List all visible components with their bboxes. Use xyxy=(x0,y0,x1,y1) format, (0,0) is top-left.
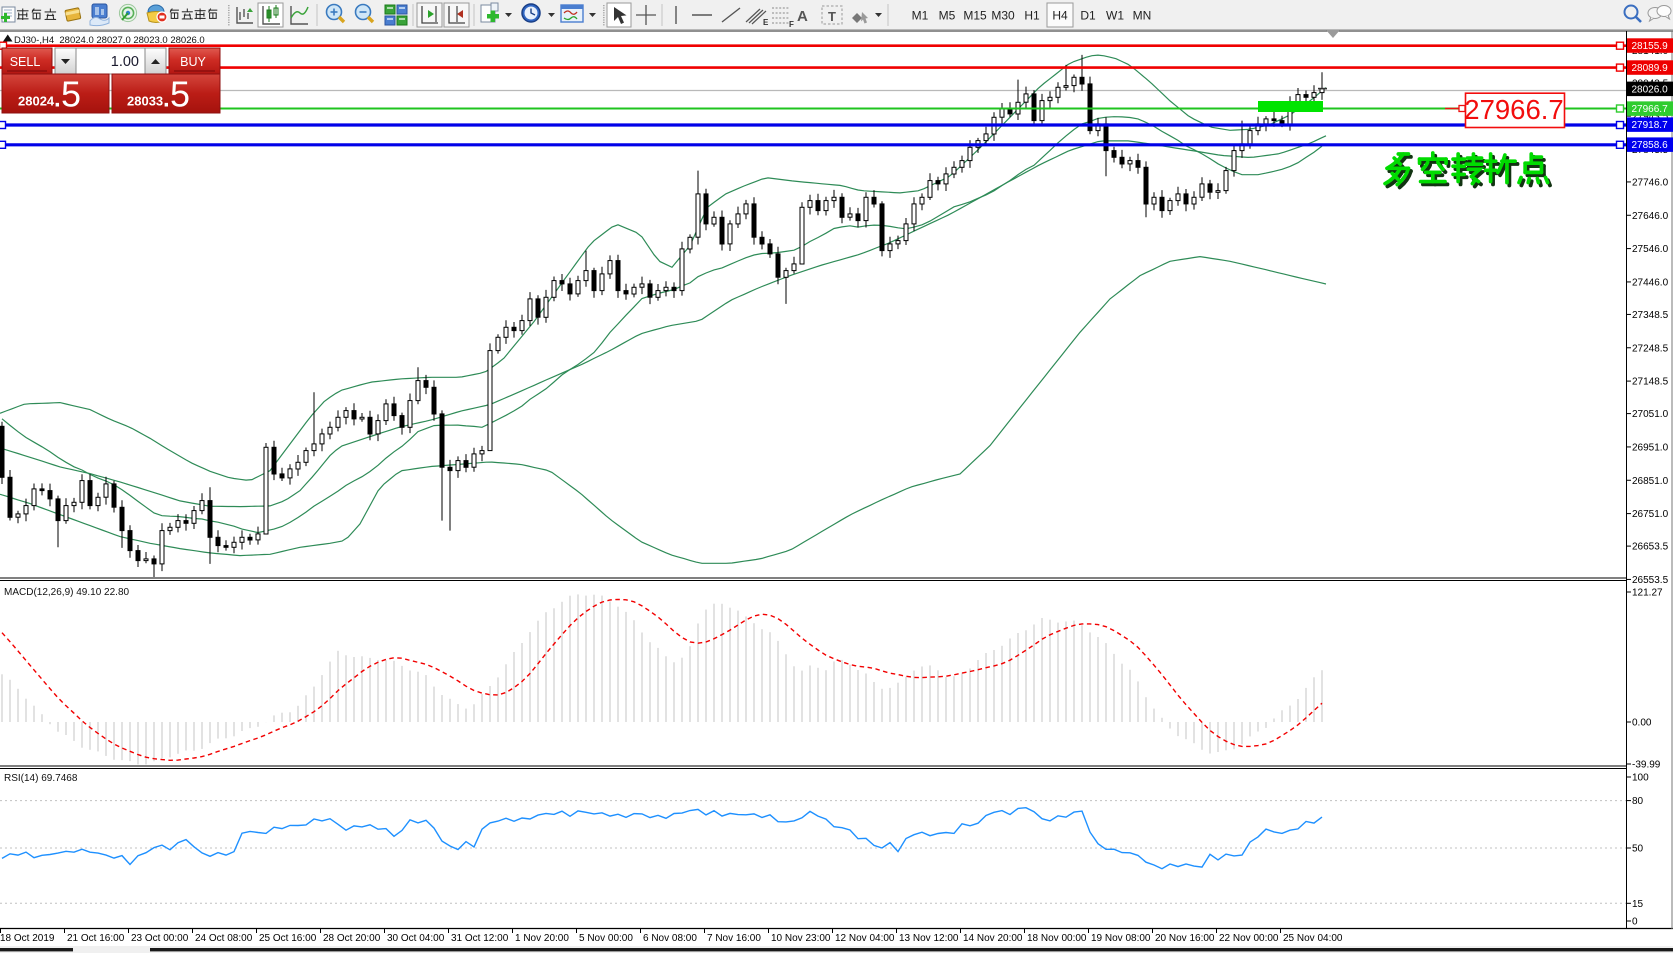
svg-text:DJ30-,H4 28024.0 28027.0 2802: DJ30-,H4 28024.0 28027.0 28023.0 28026.0 xyxy=(14,35,205,46)
svg-text:27348.5: 27348.5 xyxy=(1632,310,1669,321)
svg-text:27646.0: 27646.0 xyxy=(1632,211,1669,222)
svg-text:22 Nov 00:00: 22 Nov 00:00 xyxy=(1219,933,1279,944)
svg-text:80: 80 xyxy=(1632,796,1644,807)
svg-text:H4: H4 xyxy=(1052,9,1068,23)
svg-text:31 Oct 12:00: 31 Oct 12:00 xyxy=(451,933,509,944)
svg-text:M30: M30 xyxy=(991,9,1015,23)
svg-text:F: F xyxy=(789,20,794,29)
svg-text:26553.5: 26553.5 xyxy=(1632,575,1669,586)
svg-text:27051.0: 27051.0 xyxy=(1632,409,1669,420)
svg-text:1.00: 1.00 xyxy=(111,54,139,70)
svg-text:BUY: BUY xyxy=(180,55,206,69)
svg-text:100: 100 xyxy=(1632,773,1649,784)
svg-text:27918.7: 27918.7 xyxy=(1632,120,1669,131)
svg-text:121.27: 121.27 xyxy=(1632,588,1663,599)
svg-text:28026.0: 28026.0 xyxy=(1632,84,1669,95)
svg-text:RSI(14) 69.7468: RSI(14) 69.7468 xyxy=(4,773,78,784)
svg-text:26653.5: 26653.5 xyxy=(1632,542,1669,553)
svg-text:H1: H1 xyxy=(1024,9,1040,23)
svg-text:5 Nov 00:00: 5 Nov 00:00 xyxy=(579,933,633,944)
svg-text:27943.5: 27943.5 xyxy=(1632,112,1669,123)
svg-text:23 Oct 00:00: 23 Oct 00:00 xyxy=(131,933,189,944)
svg-text:26951.0: 26951.0 xyxy=(1632,442,1669,453)
svg-text:26751.0: 26751.0 xyxy=(1632,509,1669,520)
svg-text:30 Oct 04:00: 30 Oct 04:00 xyxy=(387,933,445,944)
svg-text:27446.0: 27446.0 xyxy=(1632,277,1669,288)
svg-text:W1: W1 xyxy=(1106,9,1124,23)
svg-text:.: . xyxy=(54,86,61,113)
svg-text:0: 0 xyxy=(1632,917,1638,928)
svg-text:50: 50 xyxy=(1632,844,1644,855)
svg-text:28 Oct 20:00: 28 Oct 20:00 xyxy=(323,933,381,944)
svg-text:24 Oct 08:00: 24 Oct 08:00 xyxy=(195,933,253,944)
svg-text:27248.5: 27248.5 xyxy=(1632,343,1669,354)
svg-text:18 Nov 00:00: 18 Nov 00:00 xyxy=(1027,933,1087,944)
svg-text:27966.7: 27966.7 xyxy=(1632,104,1669,115)
svg-text:7 Nov 16:00: 7 Nov 16:00 xyxy=(707,933,761,944)
svg-text:6 Nov 08:00: 6 Nov 08:00 xyxy=(643,933,697,944)
svg-text:13 Nov 12:00: 13 Nov 12:00 xyxy=(899,933,959,944)
svg-text:MN: MN xyxy=(1133,9,1152,23)
svg-text:15: 15 xyxy=(1632,899,1644,910)
svg-text:E: E xyxy=(763,18,769,27)
svg-text:T: T xyxy=(828,9,836,24)
svg-text:.: . xyxy=(163,86,170,113)
svg-text:M1: M1 xyxy=(912,9,929,23)
svg-text:14 Nov 20:00: 14 Nov 20:00 xyxy=(963,933,1023,944)
svg-text:5: 5 xyxy=(170,74,190,115)
svg-text:10 Nov 23:00: 10 Nov 23:00 xyxy=(771,933,831,944)
svg-text:5: 5 xyxy=(61,74,81,115)
svg-text:25 Oct 16:00: 25 Oct 16:00 xyxy=(259,933,317,944)
svg-text:27746.0: 27746.0 xyxy=(1632,177,1669,188)
svg-text:12 Nov 04:00: 12 Nov 04:00 xyxy=(835,933,895,944)
svg-text:20 Nov 16:00: 20 Nov 16:00 xyxy=(1155,933,1215,944)
svg-text:27858.6: 27858.6 xyxy=(1632,140,1669,151)
svg-text:28155.9: 28155.9 xyxy=(1632,41,1669,52)
svg-text:18 Oct 2019: 18 Oct 2019 xyxy=(0,933,55,944)
svg-text:0.00: 0.00 xyxy=(1632,718,1652,729)
svg-text:25 Nov 04:00: 25 Nov 04:00 xyxy=(1283,933,1343,944)
svg-text:M15: M15 xyxy=(963,9,987,23)
svg-text:27148.5: 27148.5 xyxy=(1632,377,1669,388)
svg-text:SELL: SELL xyxy=(10,55,41,69)
svg-text:26851.0: 26851.0 xyxy=(1632,476,1669,487)
svg-text:19 Nov 08:00: 19 Nov 08:00 xyxy=(1091,933,1151,944)
svg-text:21 Oct 16:00: 21 Oct 16:00 xyxy=(67,933,125,944)
svg-text:27546.0: 27546.0 xyxy=(1632,244,1669,255)
svg-text:M5: M5 xyxy=(939,9,956,23)
svg-text:-39.99: -39.99 xyxy=(1632,760,1661,771)
svg-text:28024: 28024 xyxy=(18,94,55,109)
svg-text:28033: 28033 xyxy=(127,94,163,109)
svg-text:D1: D1 xyxy=(1080,9,1096,23)
svg-text:A: A xyxy=(797,8,808,25)
svg-text:MACD(12,26,9) 49.10 22.80: MACD(12,26,9) 49.10 22.80 xyxy=(4,587,130,598)
svg-text:28089.9: 28089.9 xyxy=(1632,63,1669,74)
svg-text:1 Nov 20:00: 1 Nov 20:00 xyxy=(515,933,569,944)
svg-text:27966.7: 27966.7 xyxy=(1464,94,1563,125)
